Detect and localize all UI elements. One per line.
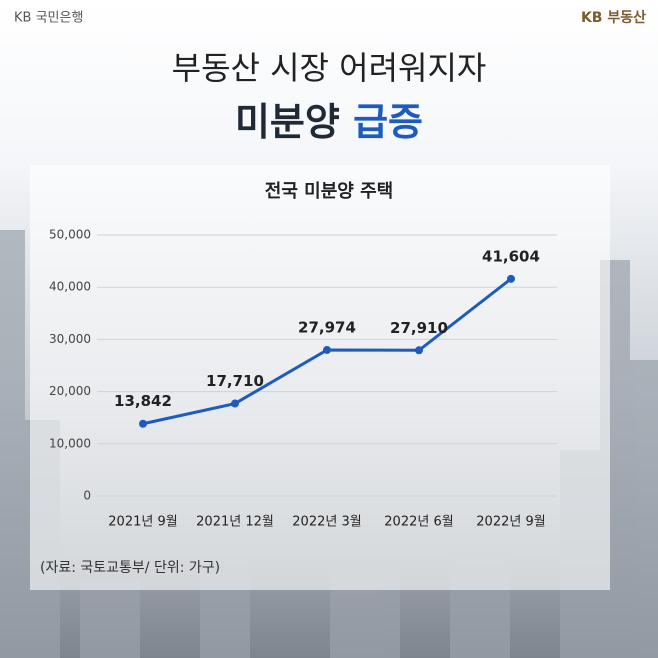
y-tick-label: 50,000 <box>49 228 91 242</box>
point <box>415 346 423 355</box>
y-tick-label: 0 <box>83 489 91 503</box>
x-tick-label: 2021년 12월 <box>196 515 274 530</box>
headline: 미분양 급증 <box>235 100 423 144</box>
value-label: 41,604 <box>482 247 540 265</box>
value-label: 27,974 <box>298 318 356 336</box>
source: (자료: 국토교통부/ 단위: 가구) <box>40 560 220 576</box>
point <box>231 399 239 408</box>
left-logo: KB 국민은행 <box>14 10 83 26</box>
y-tick-label: 30,000 <box>49 332 91 346</box>
value-label: 27,910 <box>390 319 448 337</box>
right-logo: KB 부동산 <box>581 9 646 26</box>
y-tick-label: 10,000 <box>49 436 91 450</box>
point <box>323 345 331 354</box>
x-tick-label: 2021년 9월 <box>108 515 177 530</box>
x-tick-label: 2022년 3월 <box>292 515 361 530</box>
title: 부동산 시장 어려워지자 <box>172 49 487 87</box>
y-tick-label: 40,000 <box>49 280 91 294</box>
headline-dark: 미분양 <box>235 100 340 144</box>
point <box>507 274 515 283</box>
x-tick-label: 2022년 6월 <box>384 515 453 530</box>
headline-blue: 급증 <box>353 100 423 144</box>
y-tick-label: 20,000 <box>49 384 91 398</box>
chart-panel <box>30 165 610 590</box>
point <box>139 419 147 428</box>
value-label: 17,710 <box>206 372 264 390</box>
value-label: 13,842 <box>114 392 172 410</box>
x-tick-label: 2022년 9월 <box>476 515 545 530</box>
chart-title: 전국 미분양 주택 <box>265 181 393 202</box>
